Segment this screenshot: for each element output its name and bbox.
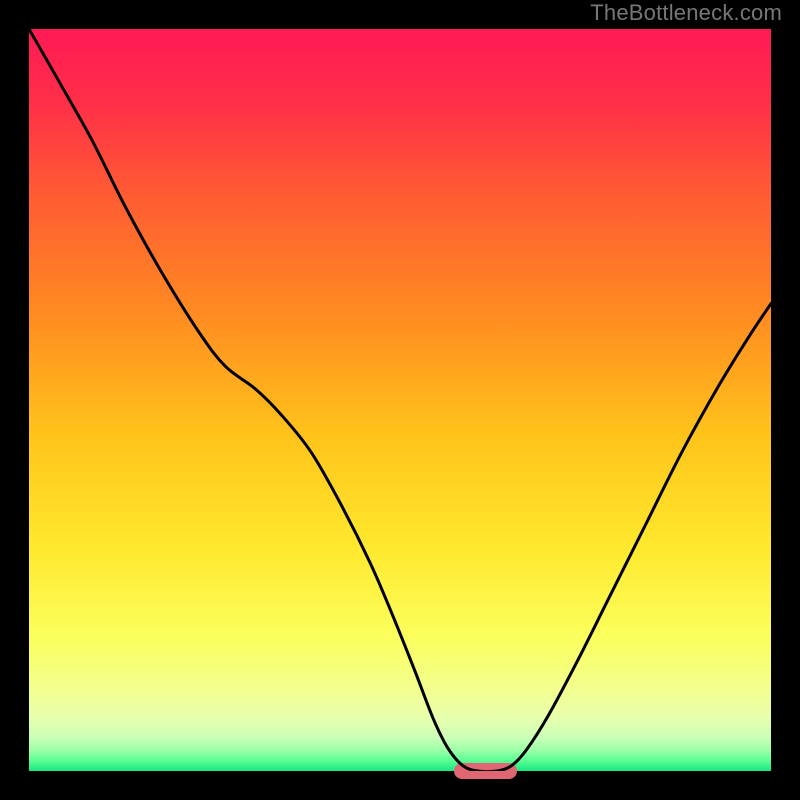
curve-path: [29, 29, 771, 771]
chart-frame: TheBottleneck.com: [0, 0, 800, 800]
bottleneck-curve: [29, 29, 771, 771]
plot-area: [29, 29, 771, 771]
watermark-text: TheBottleneck.com: [590, 0, 782, 26]
